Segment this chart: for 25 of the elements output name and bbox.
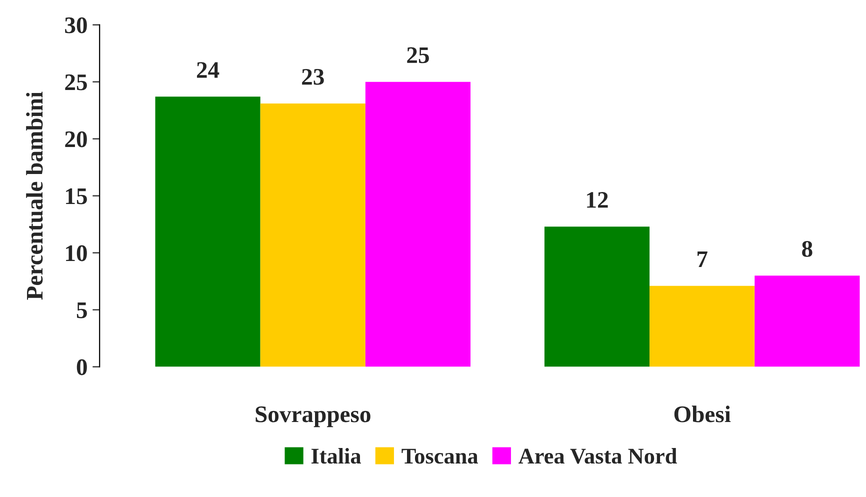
data-label: 23: [302, 68, 324, 85]
data-label: 7: [698, 251, 708, 267]
legend-label: Toscana: [402, 448, 478, 464]
legend-label: Italia: [311, 448, 361, 464]
data-label: 12: [587, 192, 608, 208]
bar: [544, 226, 650, 367]
data-label: 24: [196, 62, 220, 78]
x-tick-label: Sovrappeso: [256, 406, 370, 428]
bar: [754, 276, 860, 367]
bar: [155, 96, 260, 367]
y-tick-label: 10: [66, 245, 87, 262]
y-axis-title: Percentuale bambini: [26, 92, 43, 300]
data-label: 8: [802, 240, 812, 257]
bar: [650, 286, 755, 367]
y-tick-label: 20: [65, 131, 87, 148]
y-tick-label: 0: [76, 359, 87, 376]
legend-label: Area Vasta Nord: [518, 448, 677, 464]
y-tick-label: 5: [76, 302, 87, 318]
bar: [260, 103, 366, 367]
y-tick-label: 30: [65, 17, 87, 34]
y-tick-label: 15: [66, 188, 87, 204]
x-tick-label: Obesi: [674, 406, 731, 422]
y-tick-label: 25: [65, 74, 87, 90]
data-label: 25: [407, 47, 429, 64]
bar: [365, 82, 471, 367]
